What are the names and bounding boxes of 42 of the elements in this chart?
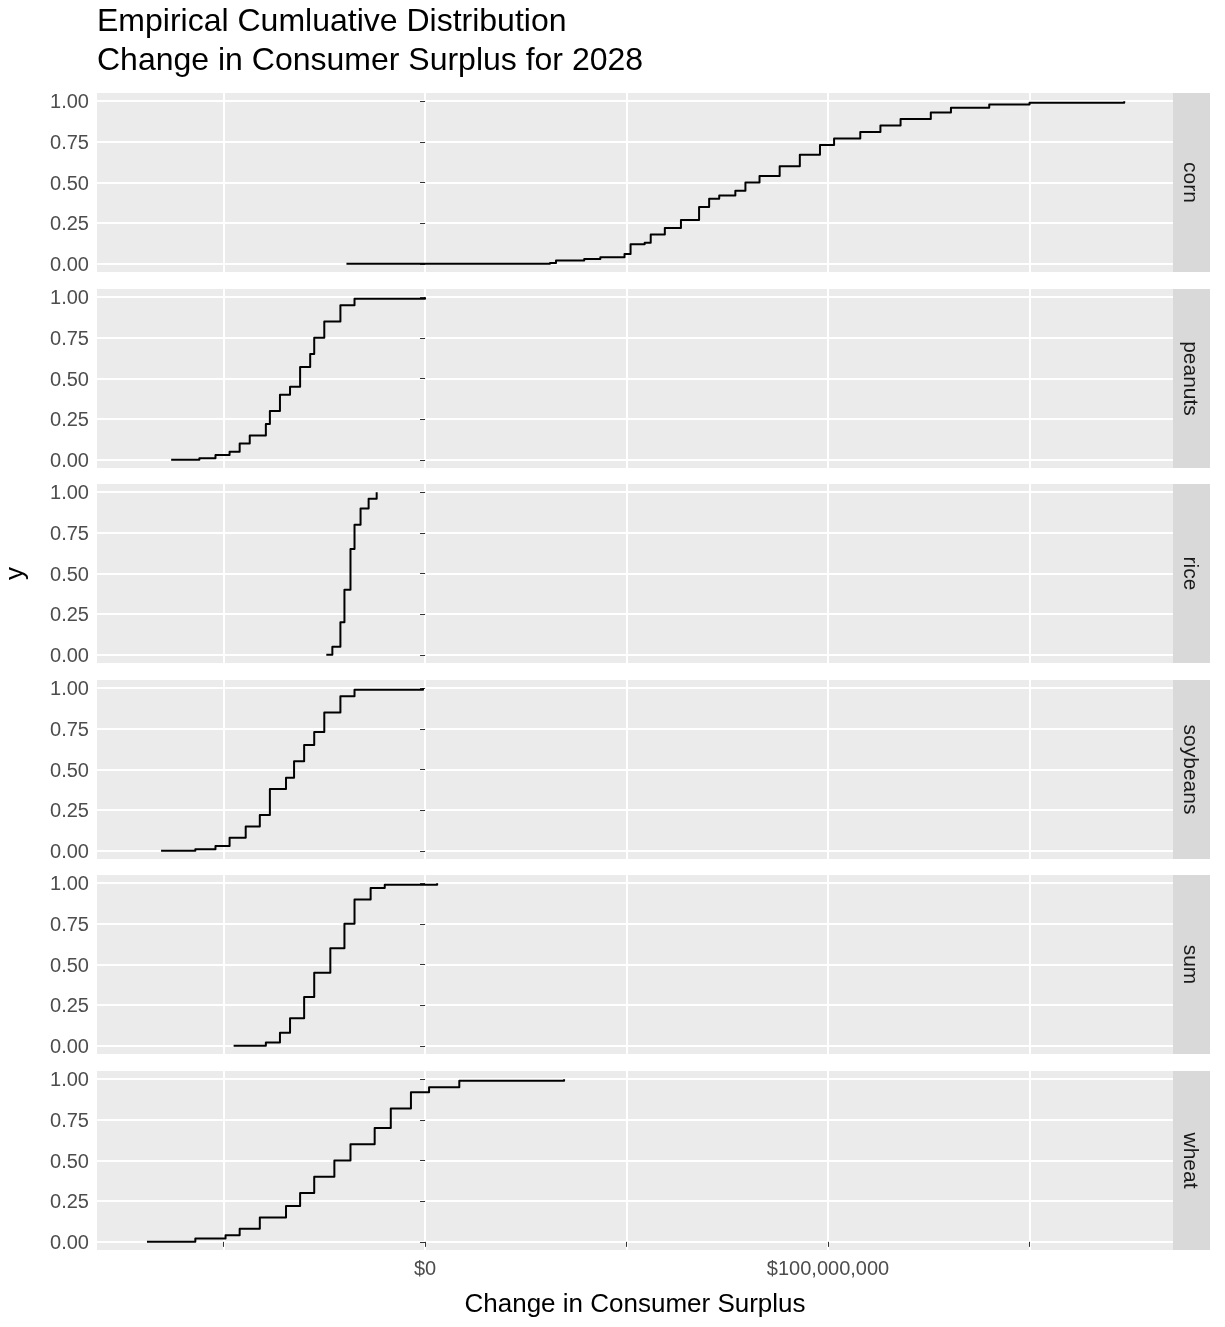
text: peanuts [1179, 341, 1203, 416]
y-tick-label: 0.75 [50, 521, 89, 544]
text: wheat [1179, 1131, 1203, 1189]
text: Change in Consumer Surplus for 2028 [97, 41, 644, 77]
y-tick-label: 0.75 [50, 912, 89, 935]
y-tick-label: 0.25 [50, 799, 89, 822]
y-tick-label: 0.50 [50, 1149, 89, 1172]
y-tick-label: 0.75 [50, 130, 89, 153]
y-tick-label: 0.00 [50, 643, 89, 666]
x-tick-label: $0 [413, 1257, 437, 1279]
y-tick-label: 1.00 [50, 1068, 89, 1091]
y-tick-label: 0.75 [50, 717, 89, 740]
y-tick-label: 0.50 [50, 953, 89, 976]
y-tick-label: 0.50 [50, 562, 89, 585]
y-tick-label: 1.00 [50, 677, 89, 700]
y-tick-label: 1.00 [50, 286, 89, 309]
y-tick-label: 1.00 [50, 872, 89, 895]
y-tick-label: 0.50 [50, 367, 89, 390]
text: Empirical Cumluative Distribution [97, 2, 567, 38]
y-tick-label: 1.00 [50, 481, 89, 504]
y-tick-label: 0.00 [50, 252, 89, 275]
y-tick-label: 0.25 [50, 603, 89, 626]
text: rice [1179, 556, 1203, 591]
text: soybeans [1179, 724, 1203, 815]
x-tick-label: $100,000,000 [766, 1257, 890, 1279]
y-tick-label: 0.50 [50, 758, 89, 781]
y-tick-label: 0.25 [50, 408, 89, 431]
y-tick-label: 0.00 [50, 1034, 89, 1057]
y-tick-label: 0.25 [50, 212, 89, 235]
y-tick-label: 0.75 [50, 1108, 89, 1131]
y-tick-label: 0.00 [50, 839, 89, 862]
y-tick-label: 0.00 [50, 1230, 89, 1253]
x-axis-title: Change in Consumer Surplus [464, 1288, 806, 1318]
y-tick-label: 0.00 [50, 448, 89, 471]
y-tick-label: 1.00 [50, 90, 89, 113]
text: sum [1179, 944, 1203, 985]
y-tick-label: 0.25 [50, 1190, 89, 1213]
y-tick-label: 0.50 [50, 171, 89, 194]
y-axis-title: y [0, 567, 29, 580]
y-tick-label: 0.25 [50, 994, 89, 1017]
text: corn [1179, 162, 1203, 203]
y-tick-label: 0.75 [50, 326, 89, 349]
